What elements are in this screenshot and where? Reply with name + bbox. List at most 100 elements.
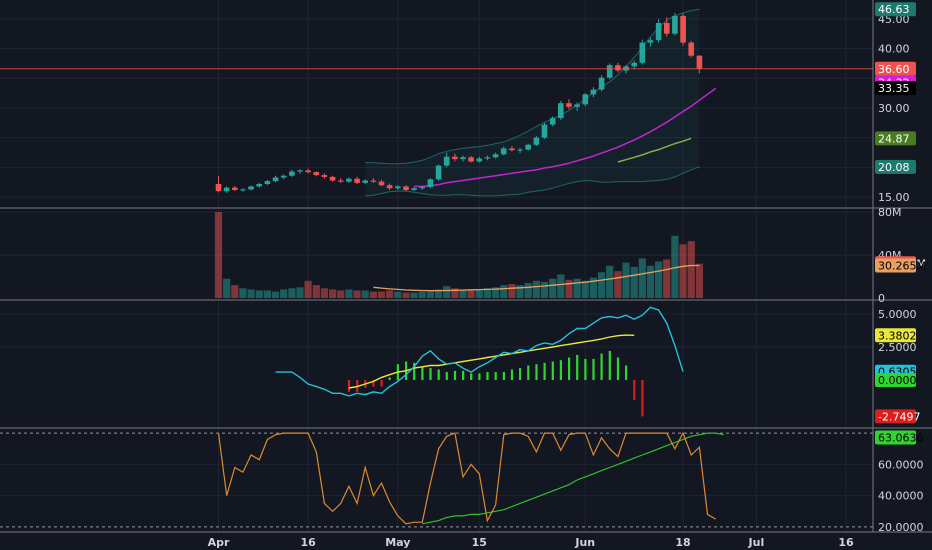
macd-histogram-bar[interactable] [372, 380, 375, 387]
volume-bar[interactable] [255, 290, 263, 299]
volume-bar[interactable] [280, 289, 288, 298]
volume-bar[interactable] [353, 290, 361, 299]
candle[interactable] [386, 183, 393, 190]
candle[interactable] [541, 122, 548, 139]
candle[interactable] [574, 102, 580, 111]
macd-histogram-bar[interactable] [584, 358, 587, 381]
candle[interactable] [549, 116, 556, 127]
macd-histogram-bar[interactable] [445, 372, 448, 380]
moving-average-slow-line[interactable] [617, 137, 692, 163]
volume-bar[interactable] [581, 280, 589, 298]
macd-histogram-bar[interactable] [576, 354, 579, 380]
volume-bar[interactable] [386, 290, 394, 299]
macd-histogram-bar[interactable] [437, 369, 440, 381]
candle[interactable] [370, 178, 377, 183]
macd-histogram-bar[interactable] [462, 370, 465, 381]
candle[interactable] [427, 178, 434, 189]
macd-histogram-bar[interactable] [633, 380, 636, 400]
macd-histogram-bar[interactable] [388, 377, 391, 380]
candle[interactable] [590, 87, 597, 98]
candle[interactable] [672, 12, 678, 36]
volume-bar[interactable] [223, 278, 231, 298]
stochastic-k-line[interactable] [217, 431, 716, 525]
candle[interactable] [354, 176, 360, 185]
stochastic-d-line[interactable] [422, 432, 724, 525]
volume-bar[interactable] [434, 289, 443, 298]
volume-bar[interactable] [516, 285, 524, 298]
candle[interactable] [655, 18, 662, 43]
volume-bar[interactable] [646, 265, 655, 298]
candle[interactable] [606, 63, 613, 80]
volume-bar[interactable] [304, 280, 312, 298]
macd-histogram-bar[interactable] [347, 380, 351, 392]
volume-bar[interactable] [369, 291, 377, 298]
candle[interactable] [395, 185, 401, 190]
macd-histogram-bar[interactable] [494, 372, 497, 380]
volume-bar[interactable] [271, 291, 280, 298]
volume-bar[interactable] [410, 292, 418, 298]
candle[interactable] [403, 185, 409, 192]
candle[interactable] [264, 179, 271, 186]
macd-histogram-bar[interactable] [625, 365, 628, 381]
candle[interactable] [558, 100, 564, 120]
volume-bar[interactable] [312, 285, 320, 298]
macd-histogram-bar[interactable] [592, 358, 595, 381]
macd-histogram-bar[interactable] [543, 362, 546, 380]
macd-histogram-bar[interactable] [608, 350, 611, 380]
volume-bar[interactable] [500, 285, 508, 298]
macd-histogram-bar[interactable] [470, 373, 473, 380]
candle[interactable] [321, 173, 328, 179]
macd-histogram-bar[interactable] [421, 366, 424, 380]
volume-bar[interactable] [475, 289, 483, 298]
candle[interactable] [337, 178, 344, 183]
volume-bar[interactable] [483, 288, 491, 298]
candle[interactable] [305, 168, 311, 174]
macd-histogram-bar[interactable] [453, 370, 457, 381]
candle[interactable] [680, 13, 686, 46]
candle[interactable] [525, 143, 531, 151]
macd-panel[interactable] [275, 306, 684, 417]
candle[interactable] [533, 135, 540, 146]
volume-bar[interactable] [377, 291, 386, 298]
macd-histogram-bar[interactable] [510, 369, 514, 381]
macd-histogram-bar[interactable] [600, 353, 603, 381]
candle[interactable] [443, 152, 450, 168]
price-axis[interactable]: 15.0020.0025.0030.0035.0040.0045.00040M8… [875, 2, 926, 534]
volume-bar[interactable] [231, 285, 239, 298]
volume-bar[interactable] [557, 274, 565, 298]
volume-bar[interactable] [597, 272, 606, 298]
candle[interactable] [688, 40, 694, 58]
moving-average-fast-line[interactable] [414, 87, 717, 188]
price-panel[interactable] [0, 8, 873, 197]
macd-histogram-bar[interactable] [478, 373, 481, 380]
volume-bar[interactable] [247, 289, 255, 298]
candle[interactable] [509, 145, 515, 152]
candle[interactable] [411, 186, 417, 192]
candle[interactable] [582, 93, 589, 107]
macd-histogram-bar[interactable] [380, 380, 383, 387]
candle[interactable] [378, 179, 385, 187]
candle[interactable] [297, 169, 303, 174]
volume-bar[interactable] [263, 290, 271, 299]
candle[interactable] [362, 179, 368, 185]
candle[interactable] [492, 152, 499, 159]
candle[interactable] [272, 175, 279, 183]
candle[interactable] [329, 175, 336, 182]
volume-bar[interactable] [622, 262, 630, 298]
candle[interactable] [647, 37, 654, 47]
candle[interactable] [517, 147, 523, 154]
candle[interactable] [598, 75, 605, 92]
volume-bar[interactable] [655, 261, 663, 299]
volume-bar[interactable] [467, 290, 475, 299]
volume-bar[interactable] [443, 286, 451, 298]
candle[interactable] [215, 176, 222, 193]
volume-bar[interactable] [589, 277, 597, 298]
macd-line[interactable] [275, 306, 684, 397]
macd-histogram-bar[interactable] [568, 357, 571, 381]
volume-bar[interactable] [687, 241, 695, 298]
volume-bar[interactable] [459, 289, 467, 298]
candle[interactable] [664, 17, 670, 37]
volume-bar[interactable] [337, 290, 345, 299]
volume-bar[interactable] [418, 291, 426, 298]
